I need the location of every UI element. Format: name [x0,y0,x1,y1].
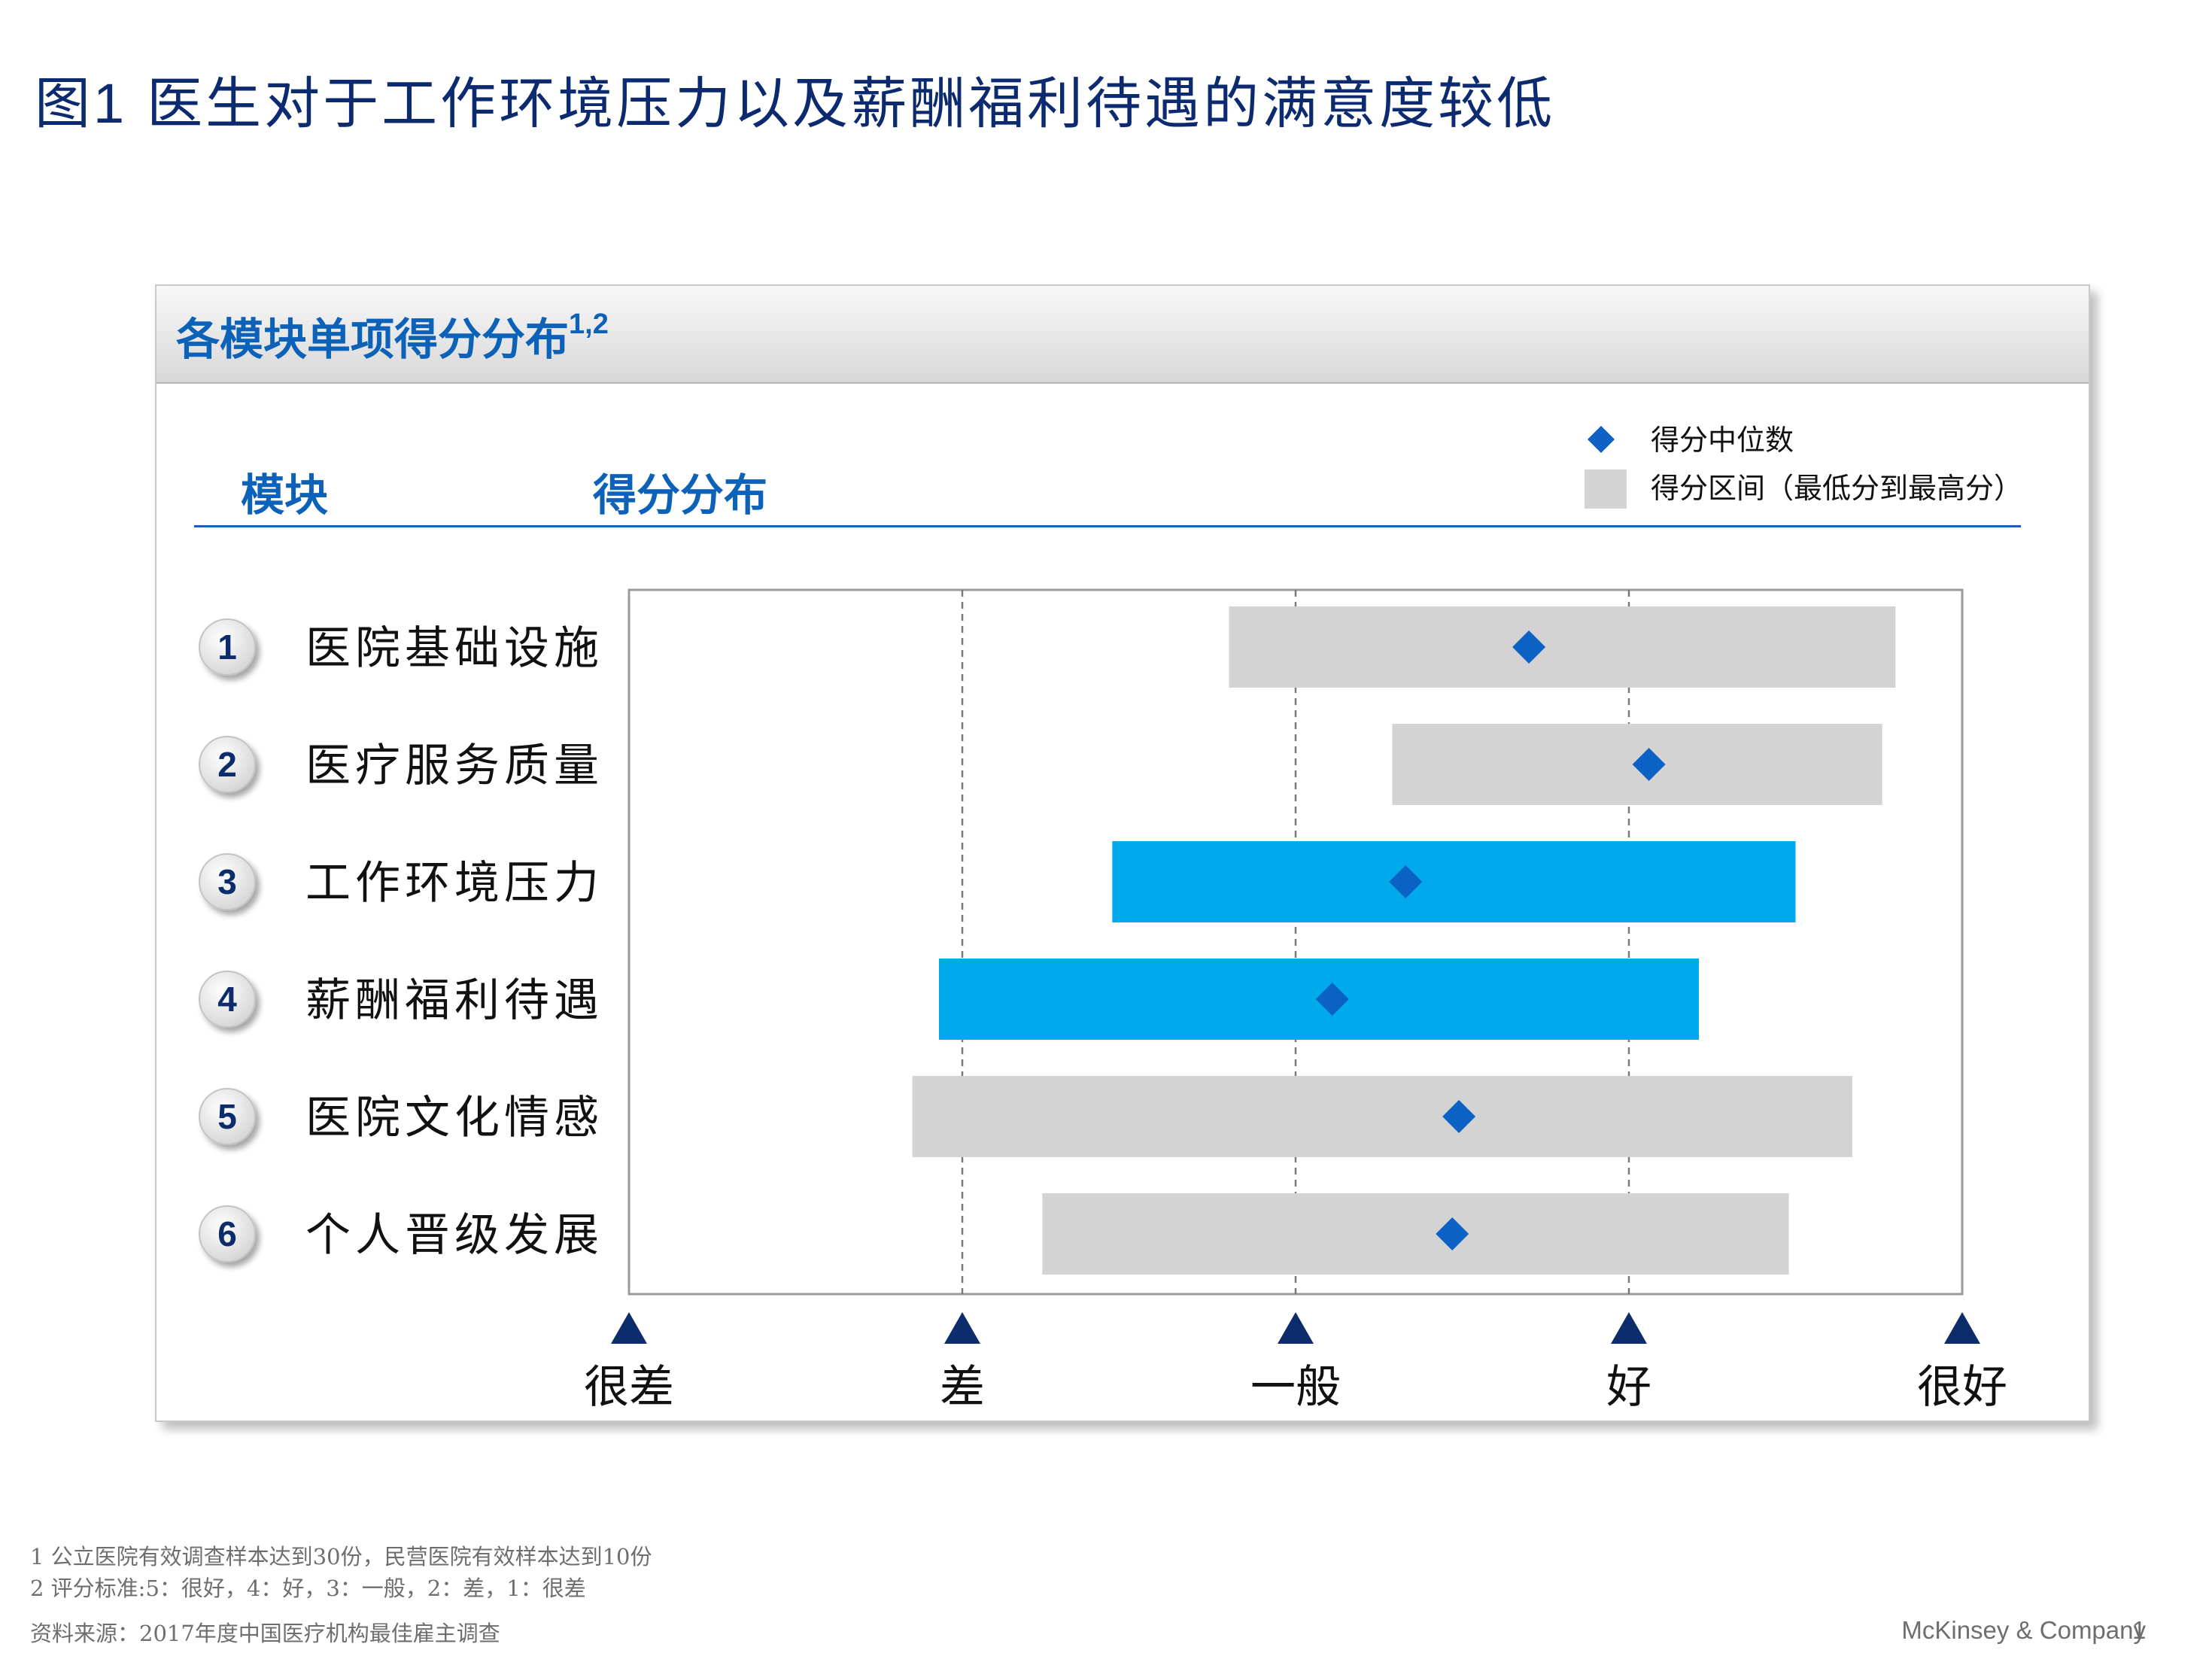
column-header-distribution: 得分分布 [593,469,767,521]
panel-title: 各模块单项得分分布1,2 [176,304,609,367]
row-number: 4 [217,980,237,1019]
range-bar [1042,1193,1789,1275]
median-marker [1436,1217,1469,1250]
axis-marker [944,1312,980,1344]
row-number: 2 [217,745,237,784]
row-label: 医院文化情感 [305,1092,603,1144]
footnote-1: 1 公立医院有效调查样本达到30份，民营医院有效样本达到10份 [30,1544,652,1569]
row-number-circle [199,1205,256,1262]
chart-panel: 各模块单项得分分布1,2 模块 得分分布 得分中位数得分区间（最低分到最高分） 1 医院… [155,284,2090,1422]
row-label: 个人晋级发展 [305,1209,603,1262]
legend-median-icon [1588,426,1615,453]
panel-title-sup: 1,2 [569,308,609,340]
brand-name: McKinsey & Company [1901,1616,2146,1644]
median-marker [1632,748,1666,781]
range-bar [1112,841,1796,922]
panel-header: 各模块单项得分分布1,2 [156,286,2089,384]
row-number-circle [199,853,256,910]
title-text: 医生对于工作环境压力以及薪酬福利待遇的满意度较低 [147,71,1556,136]
median-marker [1512,630,1546,664]
row-label: 医院基础设施 [305,622,603,675]
median-marker [1389,865,1423,898]
axis-marker [1944,1312,1980,1344]
row-number: 3 [217,862,237,901]
range-bar [1229,606,1896,688]
row-number-circle [199,618,256,676]
axis-marker [611,1312,647,1344]
legend-range-label: 得分区间（最低分到最高分） [1651,472,2022,505]
footnote-2: 2 评分标准:5：很好，4：好，3：一般，2：差，1：很差 [30,1575,586,1601]
figure-label: 图1 [35,72,128,135]
range-bar [912,1076,1852,1157]
row-number-circle [199,971,256,1028]
legend-median-label: 得分中位数 [1651,424,1794,457]
x-tick-label: 差 [940,1361,985,1414]
axis-marker [1278,1312,1314,1344]
page-number: 1 [2132,1616,2147,1644]
row-label: 薪酬福利待遇 [305,974,603,1027]
row-number: 1 [217,627,237,667]
legend-range-icon [1585,469,1627,509]
axis-marker [1611,1312,1647,1344]
row-number: 5 [217,1097,237,1136]
page-title: 图1 医生对于工作环境压力以及薪酬福利待遇的满意度较低 [35,59,1555,139]
column-header-module: 模块 [241,469,328,521]
median-marker [1442,1100,1476,1133]
row-label: 工作环境压力 [305,857,603,910]
row-number-circle [199,736,256,793]
x-tick-label: 很差 [584,1361,674,1414]
source-note: 资料来源：2017年度中国医疗机构最佳雇主调查 [30,1621,500,1646]
x-tick-label: 好 [1606,1361,1651,1414]
panel-title-text: 各模块单项得分分布 [176,314,570,365]
header-rule [194,525,2021,527]
x-tick-label: 一般 [1250,1361,1341,1414]
row-number-circle [199,1088,256,1145]
row-number: 6 [217,1214,237,1253]
row-label: 医疗服务质量 [305,740,603,792]
median-marker [1315,983,1349,1016]
x-tick-label: 很好 [1917,1361,2007,1414]
